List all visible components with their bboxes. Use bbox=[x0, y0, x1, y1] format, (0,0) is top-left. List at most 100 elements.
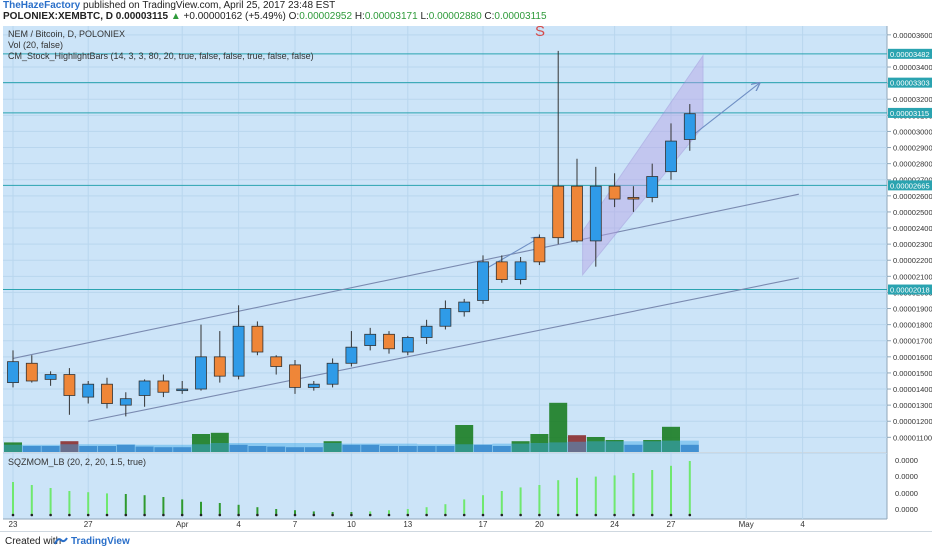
volume-bar bbox=[210, 432, 229, 452]
price-tick-label: 0.00001300 bbox=[893, 401, 932, 410]
time-tick-label: 4 bbox=[236, 520, 241, 529]
volume-bar bbox=[417, 446, 436, 452]
candle-body bbox=[7, 361, 19, 383]
arrow-drawing[interactable] bbox=[486, 238, 540, 269]
momentum-tick-label: 0.0000 bbox=[895, 489, 918, 498]
squeeze-dot bbox=[199, 513, 203, 517]
volume-bar bbox=[643, 440, 662, 452]
chart-canvas[interactable]: 0.000036000.000034000.000033000.00003200… bbox=[0, 0, 932, 531]
level-price-label: 0.00002665 bbox=[890, 181, 930, 190]
published-text: published on TradingView.com, April 25, … bbox=[83, 0, 336, 11]
squeeze-dot bbox=[387, 513, 391, 517]
price-tick-label: 0.00001200 bbox=[893, 417, 932, 426]
volume-bar bbox=[323, 441, 342, 452]
close-value: 0.00003115 bbox=[494, 11, 547, 22]
momentum-axis: 0.0000 0.0000 0.0000 0.0000 bbox=[895, 456, 918, 514]
candle-body bbox=[589, 185, 602, 242]
candle-body bbox=[251, 325, 264, 353]
symbol-label: POLONIEX:XEMBTC, D bbox=[3, 11, 114, 22]
squeeze-dot bbox=[256, 513, 259, 517]
author-link[interactable]: TheHazeFactory bbox=[3, 0, 81, 11]
level-price-tag[interactable] bbox=[888, 48, 932, 59]
price-tick-label: 0.00002500 bbox=[893, 208, 932, 217]
squeeze-dot bbox=[481, 513, 485, 517]
candle-body bbox=[571, 185, 583, 242]
price-tick-label: 0.00001400 bbox=[893, 385, 932, 394]
candle-body bbox=[326, 362, 339, 385]
volume-bar bbox=[492, 446, 511, 452]
candle-body bbox=[232, 325, 245, 377]
candle-body bbox=[25, 362, 38, 382]
price-tick-label: 0.00003200 bbox=[893, 95, 932, 104]
volume-bar bbox=[173, 447, 192, 452]
drawings[interactable] bbox=[3, 53, 887, 422]
last-price: 0.00003115 bbox=[115, 11, 169, 22]
price-pane[interactable] bbox=[3, 26, 887, 452]
time-axis[interactable]: 23 27 Apr 4 7 10 13 17 20 24 27 May 4 bbox=[9, 520, 806, 529]
price-tick-label: 0.00003000 bbox=[893, 127, 932, 136]
squeeze-dot bbox=[237, 513, 240, 517]
squeeze-dot bbox=[124, 513, 128, 517]
squeeze-dot bbox=[538, 513, 541, 517]
level-price-tag[interactable] bbox=[888, 180, 932, 191]
trend-line[interactable] bbox=[88, 277, 799, 422]
momentum-tick-label: 0.0000 bbox=[895, 456, 918, 465]
volume-bar bbox=[342, 444, 361, 452]
volume-bar bbox=[662, 426, 680, 452]
volume-bar bbox=[474, 444, 492, 452]
legend-highlight: CM_Stock_HighlightBars (14, 3, 3, 80, 20… bbox=[8, 51, 314, 61]
volume-bar bbox=[135, 446, 154, 452]
volume-bar bbox=[568, 435, 586, 452]
arrow-drawing[interactable] bbox=[693, 83, 760, 136]
candle-body bbox=[82, 383, 95, 398]
squeeze-dot bbox=[143, 513, 146, 517]
footer: Created with TradingView bbox=[0, 531, 932, 551]
price-tick-label: 0.00001100 bbox=[893, 433, 932, 442]
level-price-tag[interactable] bbox=[888, 284, 932, 295]
trend-line[interactable] bbox=[12, 193, 799, 359]
volume-bar bbox=[4, 442, 22, 452]
price-tick-label: 0.00003600 bbox=[893, 31, 932, 40]
candle-body bbox=[665, 140, 677, 173]
price-tick-label: 0.00002700 bbox=[893, 176, 932, 185]
candle-body bbox=[44, 374, 57, 380]
candle-body bbox=[289, 364, 301, 388]
level-price-label: 0.00003303 bbox=[890, 79, 930, 88]
time-tick-label: Apr bbox=[176, 520, 189, 529]
squeeze-dot bbox=[350, 513, 353, 517]
level-price-tag[interactable] bbox=[888, 77, 932, 88]
volume-bar bbox=[530, 434, 549, 452]
squeeze-dot bbox=[293, 513, 297, 517]
candle-body bbox=[270, 356, 283, 367]
candle-body bbox=[439, 308, 452, 327]
close-label: C: bbox=[484, 11, 495, 22]
volume-bar bbox=[286, 447, 304, 452]
volume-bar bbox=[511, 441, 530, 452]
momentum-tick-label: 0.0000 bbox=[895, 472, 918, 481]
level-price-tag[interactable] bbox=[888, 107, 932, 118]
time-tick-label: 24 bbox=[610, 520, 619, 529]
price-axis[interactable]: 0.000036000.000034000.000033000.00003200… bbox=[887, 31, 932, 443]
squeeze-dot bbox=[632, 513, 635, 517]
squeeze-dot bbox=[30, 513, 34, 517]
created-with-text: Created with bbox=[5, 536, 62, 547]
legend-volume: Vol (20, false) bbox=[8, 40, 63, 50]
volume-bar bbox=[680, 444, 699, 452]
volume-bar bbox=[624, 444, 643, 452]
squeeze-dot bbox=[162, 513, 165, 517]
squeeze-dot bbox=[594, 513, 598, 517]
volume-bar bbox=[605, 440, 624, 452]
time-tick-label: 27 bbox=[84, 520, 93, 529]
open-label: O: bbox=[288, 11, 300, 22]
candle-body bbox=[119, 398, 132, 406]
price-tick-label: 0.00001500 bbox=[893, 369, 932, 378]
candle-body bbox=[364, 333, 377, 346]
candle-body bbox=[533, 237, 546, 263]
chart-header: TheHazeFactory published on TradingView.… bbox=[0, 0, 932, 22]
change-value: +0.00000162 (+5.49%) bbox=[183, 11, 286, 22]
volume-bar bbox=[586, 437, 605, 452]
tradingview-link[interactable]: TradingView bbox=[71, 536, 130, 547]
level-price-label: 0.00003482 bbox=[890, 50, 930, 59]
open-value: 0.00002952 bbox=[299, 11, 353, 22]
squeeze-dot bbox=[462, 513, 466, 517]
